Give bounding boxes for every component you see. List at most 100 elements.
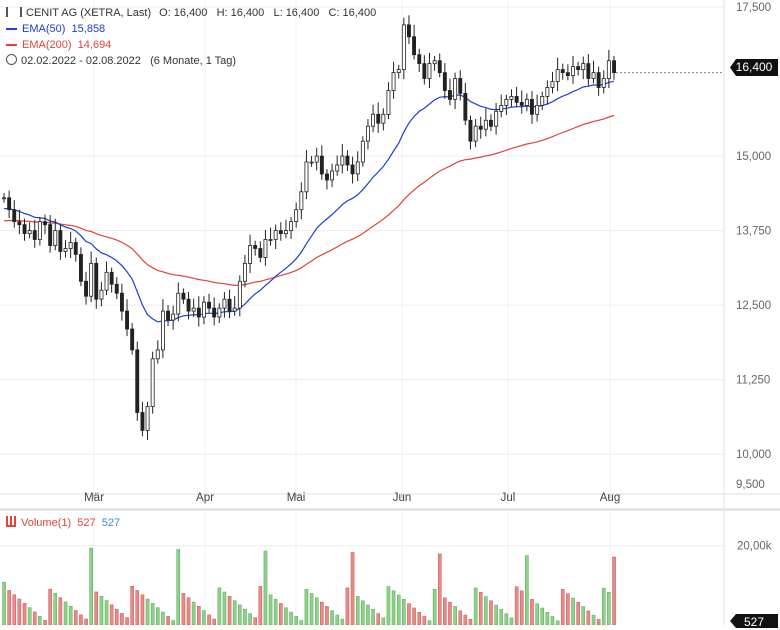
volume-bar [304, 589, 309, 626]
candle [458, 70, 463, 101]
candle-body [299, 191, 304, 211]
volume-bar [263, 550, 268, 626]
candle [84, 271, 88, 305]
volume-bar [197, 606, 201, 626]
candle-body [27, 230, 32, 235]
candle-body [330, 170, 334, 181]
volume-bar [232, 600, 237, 626]
volume-bar [314, 597, 319, 626]
candle [473, 119, 478, 148]
volume-bar [499, 609, 504, 626]
volume-bar [427, 620, 432, 626]
candle [120, 283, 124, 321]
candle-body [304, 161, 309, 193]
candle [381, 108, 386, 131]
candle [242, 255, 247, 288]
candle [350, 156, 355, 184]
chart-type-icon[interactable] [6, 7, 22, 17]
y-tick-label: 15,000 [736, 151, 771, 163]
candle [253, 240, 258, 256]
volume-bar [555, 620, 560, 626]
candle [217, 303, 222, 324]
candle [427, 52, 432, 89]
candle-body [596, 72, 601, 88]
candle-body [586, 63, 591, 79]
volume-bar [550, 616, 555, 626]
candle-body [176, 292, 181, 315]
ema200-legend[interactable]: EMA(200) 14,694 [6, 38, 111, 52]
volume-bar [289, 611, 293, 626]
candle-body [437, 60, 442, 74]
candle [519, 90, 524, 114]
volume-bar [253, 617, 257, 626]
candle-body [99, 289, 104, 300]
candle [432, 55, 437, 71]
candle-body [345, 155, 350, 166]
candle-body [473, 125, 478, 142]
candle [555, 57, 560, 92]
volume-bar [576, 602, 580, 626]
candle-body [478, 125, 483, 130]
candle-body [242, 262, 247, 282]
volume-bar [32, 611, 37, 626]
volume-bar [104, 600, 109, 626]
volume-legend[interactable]: Volume(1) 527 527 [6, 516, 120, 530]
candle [258, 241, 263, 263]
y-tick-label: 13,750 [736, 226, 771, 238]
candle [309, 156, 314, 167]
date-range-detail: (6 Monate, 1 Tag) [150, 55, 237, 67]
candle [550, 71, 555, 94]
candle-body [319, 155, 324, 175]
candle-body [427, 63, 432, 79]
price-badge-value: 16,400 [735, 60, 773, 74]
volume-badge-value: 527 [743, 615, 765, 628]
candle-body [171, 313, 176, 321]
candle [99, 281, 104, 307]
candle-body [150, 358, 155, 407]
candle [499, 94, 504, 118]
y-tick-label: 17,500 [736, 2, 771, 14]
candle-body [53, 230, 58, 246]
volume-bar [99, 595, 104, 626]
candle-body [360, 140, 365, 163]
candle [201, 296, 206, 325]
candle [263, 230, 268, 266]
volume-bar [601, 587, 606, 626]
candle-body [509, 96, 514, 100]
date-range-row[interactable]: 02.02.2022 - 02.08.2022 (6 Monate, 1 Tag… [6, 54, 236, 68]
candle [340, 144, 345, 174]
volume-bar [145, 598, 150, 626]
volume-value-blue: 527 [101, 517, 121, 529]
volume-bar [258, 586, 263, 626]
candle [63, 240, 68, 258]
candle-body [309, 161, 314, 164]
candle [396, 64, 401, 79]
candle-body [530, 99, 534, 115]
volume-bar [48, 588, 52, 626]
candle-body [268, 239, 273, 241]
x-tick-label: Mär [84, 492, 104, 504]
candle-body [524, 99, 529, 106]
candle-body [545, 87, 550, 97]
candle [171, 305, 176, 330]
candle-body [412, 36, 416, 56]
candle-body [565, 72, 570, 76]
volume-bar [294, 616, 298, 626]
candle-body [606, 60, 611, 80]
candle-body [191, 307, 196, 312]
candle [586, 54, 591, 86]
candle [114, 277, 119, 300]
ema50-legend[interactable]: EMA(50) 15,858 [6, 22, 105, 36]
candle [109, 267, 114, 293]
volume-bar [484, 596, 488, 626]
volume-bar [135, 590, 140, 626]
candle-body [483, 119, 488, 130]
volume-bar [391, 590, 396, 626]
ema200-path [3, 114, 615, 287]
candle-body [135, 349, 140, 413]
candle [488, 114, 493, 132]
candle-body [227, 298, 232, 312]
candle-body [571, 66, 575, 76]
